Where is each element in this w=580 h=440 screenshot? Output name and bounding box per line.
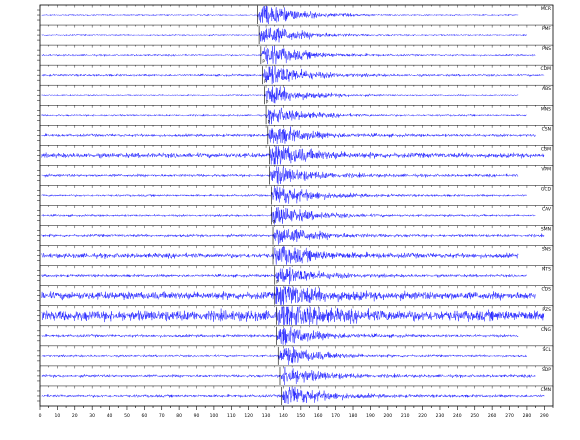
x-tick-label: 190	[366, 413, 375, 419]
station-label-cng: CNG	[541, 327, 552, 333]
station-label-cmn: CMN	[541, 387, 551, 393]
seismic-trace-nts	[41, 267, 527, 285]
station-label-gcd: GCD	[541, 186, 552, 192]
x-tick-label: 240	[453, 413, 462, 419]
seismic-trace-sdp	[41, 366, 536, 385]
x-tick-label: 20	[72, 413, 78, 419]
station-label-scl: SCL	[542, 347, 551, 353]
x-tick-label: 280	[523, 413, 532, 419]
x-tick-label: 110	[227, 413, 236, 419]
x-tick-label: 50	[124, 413, 130, 419]
station-label-cav: CAV	[542, 207, 552, 213]
x-tick-label: 80	[176, 413, 182, 419]
station-label-pns: PNS	[542, 46, 551, 52]
station-label-cdm: CDM	[541, 66, 552, 72]
station-label-pmf: PMF	[542, 26, 552, 32]
station-label-nts: NTS	[542, 267, 551, 273]
seismic-trace-gcd	[41, 186, 527, 204]
seismic-trace-cds	[41, 286, 536, 305]
x-tick-label: 140	[279, 413, 288, 419]
x-tick-label: 60	[141, 413, 147, 419]
station-label-smn: SMN	[541, 227, 551, 233]
x-tick-label: 30	[89, 413, 95, 419]
x-tick-label: 170	[331, 413, 340, 419]
seismic-trace-cng	[41, 326, 519, 345]
x-tick-label: 180	[349, 413, 358, 419]
station-label-csn: CSN	[542, 126, 551, 132]
x-tick-label: 40	[107, 413, 113, 419]
x-tick-label: 250	[470, 413, 479, 419]
seismic-trace-sns	[41, 246, 519, 265]
arrival-pick-label: P	[264, 79, 267, 84]
seismic-trace-mns	[41, 107, 527, 125]
station-label-cbm: CBM	[541, 146, 551, 152]
station-label-mcr: MCR	[541, 6, 551, 12]
seismic-trace-cav	[41, 206, 536, 225]
x-tick-label: 10	[55, 413, 61, 419]
x-tick-label: 130	[262, 413, 271, 419]
seismic-trace-cdm	[41, 65, 545, 85]
seismic-trace-mcr	[41, 5, 519, 25]
seismic-trace-csn	[41, 126, 536, 144]
x-tick-label: 230	[436, 413, 445, 419]
x-tick-label: 90	[194, 413, 200, 419]
seismic-trace-pmf	[41, 27, 527, 43]
arrival-pick-label: P	[276, 280, 279, 285]
x-tick-label: 160	[314, 413, 323, 419]
station-label-sdp: SDP	[542, 367, 551, 373]
station-label-cds: CDS	[542, 287, 552, 293]
x-tick-label: 100	[210, 413, 219, 419]
arrival-pick-label: P	[266, 99, 269, 104]
station-label-sns: SNS	[542, 247, 551, 253]
arrival-pick-label: P	[273, 220, 276, 225]
station-label-abs: ABS	[542, 86, 551, 92]
arrival-pick-label: P	[262, 59, 265, 64]
station-label-vpm: VPM	[541, 166, 551, 172]
x-tick-label: 120	[244, 413, 253, 419]
x-tick-label: 200	[383, 413, 392, 419]
x-tick-label: 220	[418, 413, 427, 419]
seismic-trace-scl	[41, 346, 527, 365]
x-tick-label: 0	[39, 413, 42, 419]
x-tick-label: 210	[401, 413, 410, 419]
seismic-trace-smn	[41, 229, 545, 245]
x-tick-label: 270	[505, 413, 514, 419]
x-tick-label: 260	[488, 413, 497, 419]
seismic-trace-abs	[41, 86, 519, 104]
seismic-trace-pns	[41, 46, 536, 65]
station-label-mns: MNS	[541, 106, 551, 112]
station-label-pzs: PZS	[542, 307, 551, 313]
seismic-trace-pzs	[41, 306, 545, 326]
x-tick-label: 290	[540, 413, 549, 419]
x-tick-label: 150	[297, 413, 306, 419]
x-tick-label: 70	[159, 413, 165, 419]
seismic-trace-vpm	[41, 166, 519, 185]
arrival-pick-label: P	[268, 119, 271, 124]
seismic-trace-cmn	[41, 386, 545, 404]
seismic-trace-cbm	[41, 146, 545, 165]
